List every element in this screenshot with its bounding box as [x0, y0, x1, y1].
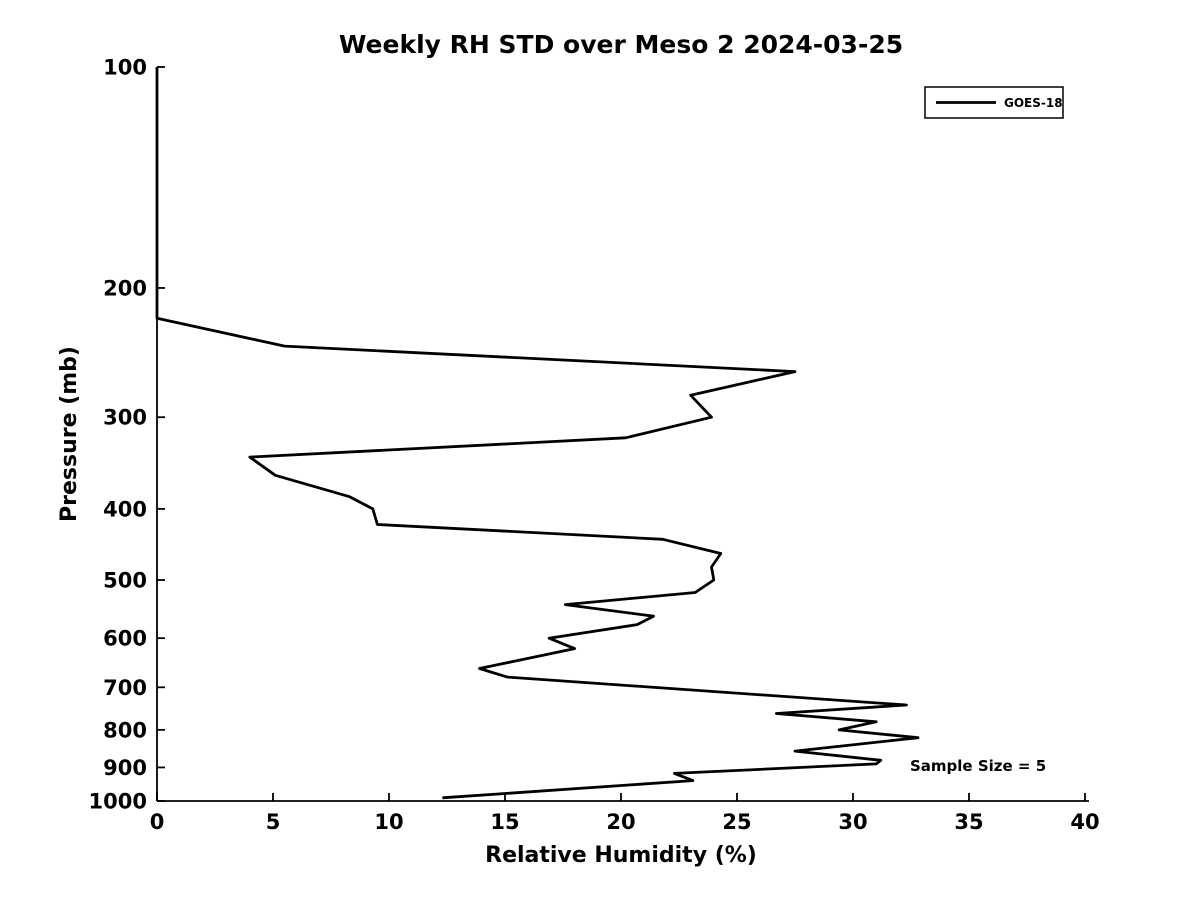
chart-title: Weekly RH STD over Meso 2 2024-03-25	[339, 30, 903, 59]
y-tick-label: 900	[103, 756, 147, 780]
y-axis-ticks: 100 200 300 400 500 600 700 800 900 1000	[89, 56, 165, 814]
sample-size-annotation: Sample Size = 5	[910, 757, 1046, 775]
y-axis-label: Pressure (mb)	[57, 346, 82, 522]
x-tick-label: 5	[266, 810, 281, 834]
x-tick-label: 15	[490, 810, 519, 834]
x-tick-label: 10	[374, 810, 403, 834]
legend-entry-goes-18: GOES-18	[1004, 96, 1063, 110]
y-tick-label: 700	[103, 676, 147, 700]
series-line-goes-18	[155, 67, 920, 800]
x-tick-label: 40	[1070, 810, 1099, 834]
x-axis-label: Relative Humidity (%)	[485, 843, 757, 868]
y-tick-label: 1000	[89, 790, 147, 814]
x-tick-label: 20	[606, 810, 635, 834]
series-group	[155, 67, 920, 800]
x-tick-label: 25	[722, 810, 751, 834]
legend: GOES-18	[924, 86, 1064, 119]
y-tick-label: 800	[103, 718, 147, 742]
y-tick-label: 200	[103, 276, 147, 300]
y-tick-label: 300	[103, 406, 147, 430]
y-tick-label: 600	[103, 627, 147, 651]
x-tick-label: 30	[838, 810, 867, 834]
x-axis-ticks: 0 5 10 15 20 25 30 35 40	[150, 793, 1100, 834]
y-tick-label: 400	[103, 497, 147, 521]
x-tick-label: 0	[150, 810, 165, 834]
x-tick-label: 35	[954, 810, 983, 834]
y-tick-label: 100	[103, 56, 147, 80]
y-tick-label: 500	[103, 569, 147, 593]
